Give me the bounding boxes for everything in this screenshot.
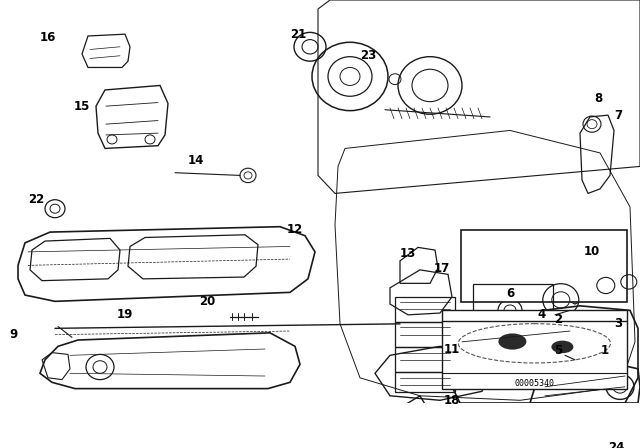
Text: 00005340: 00005340 xyxy=(515,379,554,388)
Text: 14: 14 xyxy=(188,154,204,167)
Text: 20: 20 xyxy=(199,295,215,308)
Ellipse shape xyxy=(499,333,526,349)
Text: 17: 17 xyxy=(434,262,450,275)
Text: 11: 11 xyxy=(444,343,460,356)
Text: 8: 8 xyxy=(594,92,602,105)
Text: 1: 1 xyxy=(601,345,609,358)
Bar xyxy=(395,347,455,372)
Text: 13: 13 xyxy=(400,247,416,260)
Text: 5: 5 xyxy=(554,345,562,358)
Text: 4: 4 xyxy=(538,308,546,321)
Bar xyxy=(461,230,627,302)
Text: 9: 9 xyxy=(10,328,18,341)
Text: 10: 10 xyxy=(584,246,600,258)
Text: 15: 15 xyxy=(74,99,90,112)
Text: 2: 2 xyxy=(554,313,562,326)
Bar xyxy=(395,297,455,322)
Bar xyxy=(473,284,553,315)
Bar xyxy=(395,322,455,347)
Text: 23: 23 xyxy=(360,49,376,62)
Text: 18: 18 xyxy=(444,394,460,407)
Text: 6: 6 xyxy=(506,287,514,300)
Ellipse shape xyxy=(552,340,573,353)
Bar xyxy=(442,310,627,389)
Text: 3: 3 xyxy=(614,317,622,330)
Text: 24: 24 xyxy=(608,441,624,448)
Text: 21: 21 xyxy=(290,28,306,41)
Text: 12: 12 xyxy=(287,223,303,236)
Text: 16: 16 xyxy=(40,31,56,44)
Text: 19: 19 xyxy=(117,308,133,321)
Text: 22: 22 xyxy=(28,193,44,206)
Text: 7: 7 xyxy=(614,109,622,122)
Bar xyxy=(395,372,455,392)
